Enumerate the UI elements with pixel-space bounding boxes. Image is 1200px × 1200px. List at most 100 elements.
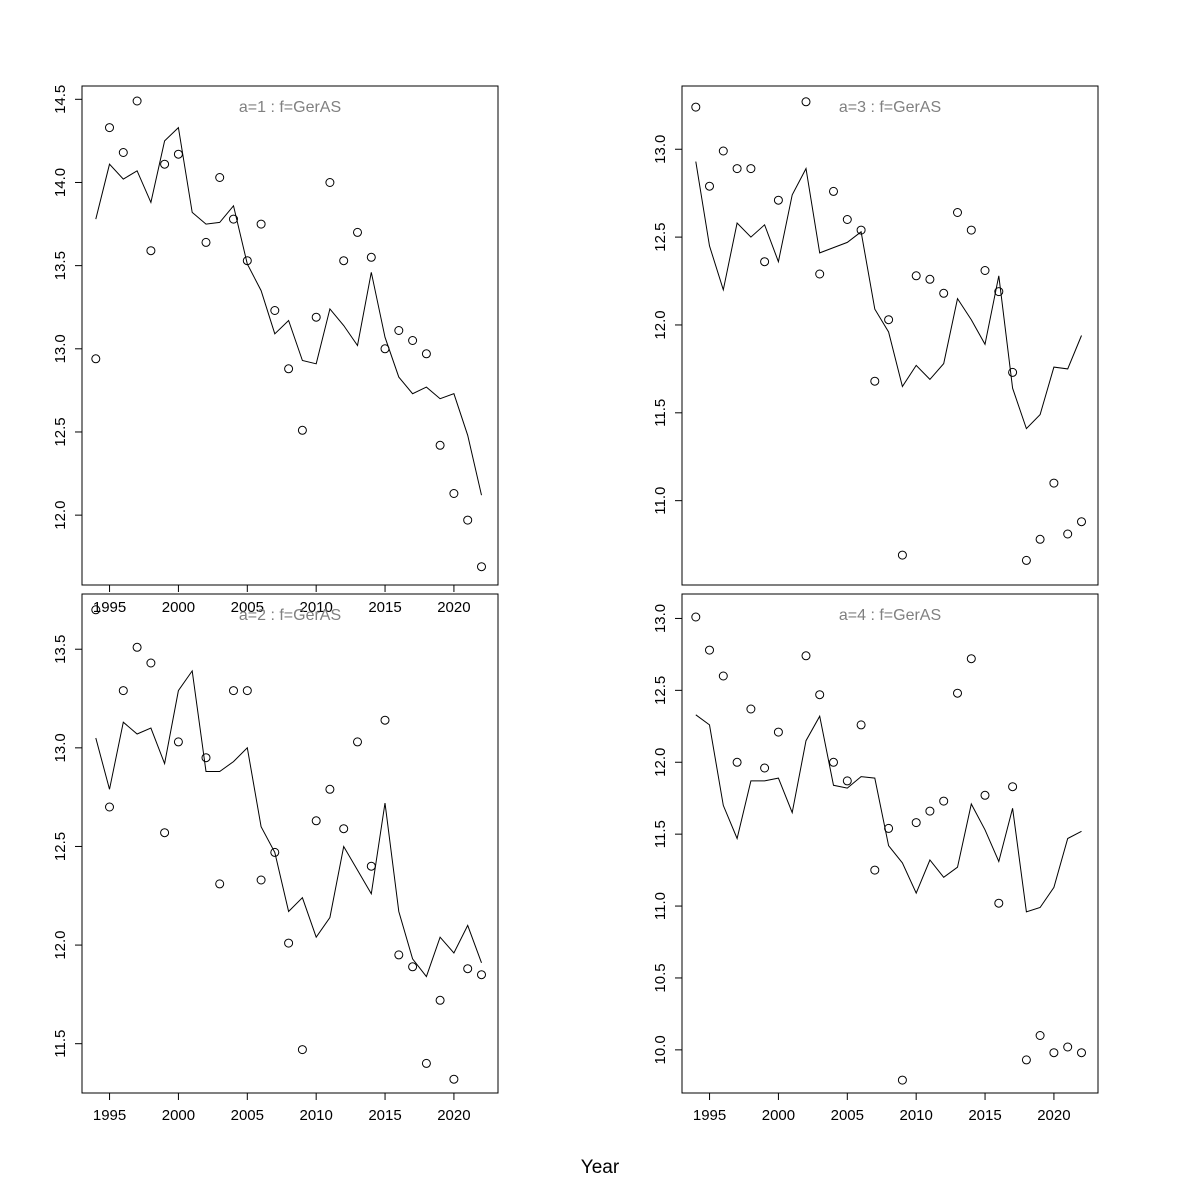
x-tick-label: 2015 <box>368 599 401 616</box>
panels: a=1 : f=GerAS 12.0 12.5 13.0 13.5 14.0 14.5 199… <box>52 85 1099 1124</box>
observation-point <box>284 364 294 374</box>
observation-point <box>815 269 825 279</box>
observation-point <box>911 271 921 281</box>
x-tick-label: 2000 <box>162 599 195 616</box>
x-tick-label: 2000 <box>162 1107 195 1124</box>
observation-point <box>842 215 852 224</box>
observation-point <box>856 720 866 730</box>
observation-point <box>705 645 714 655</box>
observation-point <box>884 823 894 833</box>
observation-point <box>1021 555 1031 565</box>
observation-point <box>746 704 756 714</box>
observation-point <box>449 489 459 498</box>
observation-point <box>1077 1048 1086 1058</box>
panel-title: a=1 : f=GerAS <box>239 99 341 116</box>
panel-frame <box>681 593 1099 1094</box>
observation-point <box>380 344 390 354</box>
observation-point <box>870 376 880 386</box>
y-tick-label: 12.0 <box>52 930 69 959</box>
observation-point <box>773 195 783 205</box>
observation-point <box>477 562 486 572</box>
observation-point <box>980 266 990 275</box>
observation-point <box>897 1075 907 1085</box>
y-tick-label: 13.0 <box>52 334 69 363</box>
observation-point <box>353 227 362 237</box>
observation-point <box>421 349 431 359</box>
observation-point <box>801 651 811 661</box>
observation-point <box>773 727 783 737</box>
observation-point <box>339 256 349 266</box>
panel-frame <box>81 85 499 586</box>
panel-title: a=4 : f=GerAS <box>839 607 941 624</box>
y-tick-label: 13.5 <box>52 251 69 280</box>
observation-point <box>229 686 238 696</box>
observation-point <box>884 315 894 325</box>
observation-point <box>366 861 376 871</box>
y-tick-label: 12.5 <box>52 832 69 861</box>
y-tick-label: 12.5 <box>652 676 669 705</box>
observation-point <box>242 686 252 696</box>
y-tick-label: 12.0 <box>652 310 669 339</box>
observation-point <box>980 790 990 800</box>
observation-point <box>242 256 252 266</box>
observation-point <box>91 605 101 615</box>
fitted-line <box>95 669 482 978</box>
panel-4: a=4 : f=GerAS 10.0 10.5 11.0 11.5 12.0 12.5 13.… <box>652 593 1099 1124</box>
observation-point <box>953 208 962 217</box>
observation-point <box>146 246 156 256</box>
fitted-line <box>695 714 1082 913</box>
x-tick-label: 2010 <box>899 1107 932 1124</box>
observation-point <box>160 159 170 169</box>
x-tick-label: 2020 <box>437 599 470 616</box>
x-tick-label: 2005 <box>831 1107 864 1124</box>
observation-point <box>732 757 742 767</box>
observation-point <box>297 425 307 435</box>
y-tick-label: 11.5 <box>52 1030 69 1058</box>
observation-point <box>1063 1042 1073 1052</box>
observation-point <box>91 354 101 364</box>
observation-point <box>132 642 142 652</box>
x-tick-label: 2015 <box>368 1107 401 1124</box>
panel-3: a=3 : f=GerAS 11.0 11.5 12.0 12.5 13.0 <box>652 85 1099 586</box>
y-tick-label: 12.5 <box>52 417 69 446</box>
observation-point <box>146 658 156 668</box>
observation-point <box>463 515 473 525</box>
observation-point <box>118 148 128 157</box>
observation-point <box>897 550 907 560</box>
observation-point <box>380 715 390 725</box>
observation-point <box>1035 1031 1045 1040</box>
x-tick-label: 2020 <box>1037 1107 1070 1124</box>
observation-point <box>215 173 225 182</box>
x-tick-label: 2000 <box>762 1107 795 1124</box>
x-tick-label: 1995 <box>93 599 126 616</box>
observation-point <box>201 753 211 763</box>
y-tick-label: 10.0 <box>652 1035 669 1064</box>
observation-point <box>691 102 701 112</box>
observation-point <box>408 962 418 972</box>
observation-point <box>1077 517 1086 527</box>
y-tick-label: 13.5 <box>52 635 69 664</box>
observation-point <box>718 146 728 156</box>
panel-title: a=3 : f=GerAS <box>839 99 941 116</box>
observation-point <box>1021 1055 1031 1065</box>
observation-point <box>477 970 486 980</box>
observation-point <box>394 326 404 335</box>
observation-point <box>339 824 349 834</box>
panel-frame <box>81 593 499 1094</box>
observation-point <box>829 186 838 196</box>
observation-point <box>132 96 142 106</box>
x-tick-label: 2010 <box>299 599 332 616</box>
y-tick-label: 12.0 <box>652 748 669 777</box>
observation-point <box>939 796 949 806</box>
observation-point <box>815 690 825 700</box>
observation-point <box>270 306 280 315</box>
observation-point <box>1049 1048 1059 1058</box>
x-tick-label: 2015 <box>968 1107 1001 1124</box>
x-tick-label: 2005 <box>231 599 264 616</box>
observation-point <box>105 123 114 133</box>
x-tick-label: 2005 <box>231 1107 264 1124</box>
observation-point <box>966 654 976 664</box>
observation-point <box>421 1058 431 1068</box>
observation-point <box>270 847 280 857</box>
observation-point <box>215 879 225 889</box>
